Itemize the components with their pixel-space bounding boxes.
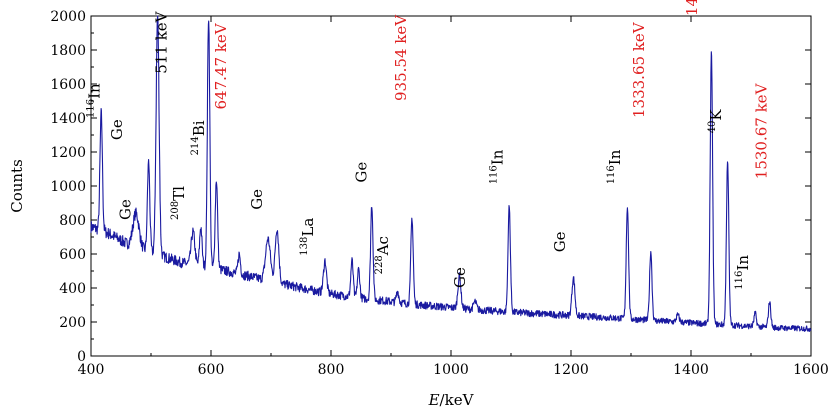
x-axis-title: E/keV — [428, 391, 475, 409]
peak-label: 208Tl — [170, 186, 188, 220]
peak-label-text: Ge — [551, 231, 569, 252]
y-axis-title: Counts — [8, 159, 26, 213]
peak-label-text: La — [299, 218, 317, 237]
spectrum-line — [90, 15, 812, 332]
x-tick-label: 800 — [318, 362, 345, 378]
x-axis-title-unit: /keV — [440, 391, 475, 409]
peak-label: 1434.07 keV — [683, 0, 701, 16]
peak-label: 40K — [707, 109, 725, 134]
y-tick-label: 800 — [59, 213, 86, 229]
peak-label-text: In — [606, 149, 624, 165]
peak-label-text: Ge — [352, 162, 370, 183]
y-tick-label: 0 — [77, 349, 86, 365]
peak-label-text: In — [85, 83, 103, 99]
peak-label: Ge — [352, 162, 370, 183]
peak-label-text: 647.47 keV — [212, 22, 230, 109]
y-tick-label: 1000 — [50, 179, 86, 195]
x-tick-label: 1400 — [673, 362, 709, 378]
peak-label: 214Bi — [190, 120, 208, 155]
x-tick-label: 1000 — [433, 362, 469, 378]
peak-label-mass-number: 214 — [190, 136, 201, 155]
peak-label: 935.54 keV — [392, 14, 410, 101]
x-tick-label: 400 — [78, 362, 105, 378]
y-tick-label: 200 — [59, 315, 86, 331]
y-tick-label: 400 — [59, 281, 86, 297]
peak-label-text: 1333.65 keV — [630, 21, 648, 118]
peak-label-mass-number: 138 — [299, 237, 310, 256]
peak-label: 116In — [85, 83, 103, 118]
peak-label: Ge — [248, 189, 266, 210]
y-tick-label: 1600 — [50, 77, 86, 93]
peak-label: Ge — [551, 231, 569, 252]
peak-label: Ge — [108, 119, 126, 140]
peak-label-text: 1434.07 keV — [683, 0, 701, 16]
peak-label-mass-number: 208 — [170, 201, 181, 220]
peak-label: 647.47 keV — [212, 22, 230, 109]
y-tick-label: 1200 — [50, 145, 86, 161]
peak-label-text: Ge — [451, 267, 469, 288]
peak-label: 511 keV — [153, 10, 171, 73]
axis-ticks: 400 600 800 1000 1200 1400 1600 0 200 400 600 800 10… — [50, 9, 828, 378]
peak-label-text: Ge — [108, 119, 126, 140]
peak-label-text: Bi — [190, 120, 208, 136]
peak-label-mass-number: 116 — [606, 165, 617, 184]
x-axis-title-symbol: E — [428, 391, 440, 409]
peak-label-mass-number: 116 — [489, 165, 500, 184]
peak-label: 116In — [734, 255, 752, 290]
peak-label-mass-number: 40 — [707, 121, 718, 134]
peak-label: 116In — [489, 149, 507, 184]
peak-label: Ge — [117, 199, 135, 220]
peak-label-mass-number: 116 — [734, 271, 745, 290]
peak-label-mass-number: 228 — [374, 255, 385, 274]
peak-label-text: Ge — [248, 189, 266, 210]
peak-label-text: Ge — [117, 199, 135, 220]
y-tick-label: 600 — [59, 247, 86, 263]
y-tick-label: 1800 — [50, 43, 86, 59]
peak-label-text: 1530.67 keV — [753, 82, 771, 179]
x-tick-label: 600 — [198, 362, 225, 378]
x-tick-label: 1200 — [553, 362, 589, 378]
peak-label: 1530.67 keV — [753, 82, 771, 179]
peak-label-text: Tl — [170, 186, 188, 201]
peak-label-text: Ac — [374, 236, 392, 256]
peak-label: 116In — [606, 149, 624, 184]
peak-label: 138La — [299, 218, 317, 256]
peak-label-text: 935.54 keV — [392, 14, 410, 101]
peak-label-mass-number: 116 — [85, 99, 96, 118]
peak-label: 228Ac — [374, 236, 392, 274]
peak-label-text: 511 keV — [153, 10, 171, 73]
plot-frame — [90, 15, 812, 357]
x-tick-label: 1600 — [793, 362, 829, 378]
peak-label-text: In — [489, 149, 507, 165]
y-tick-label: 2000 — [50, 9, 86, 25]
peak-label: Ge — [451, 267, 469, 288]
y-tick-label: 1400 — [50, 111, 86, 127]
peak-label-text: K — [707, 109, 725, 121]
peak-label: 1333.65 keV — [630, 21, 648, 118]
peak-label-text: In — [734, 255, 752, 271]
